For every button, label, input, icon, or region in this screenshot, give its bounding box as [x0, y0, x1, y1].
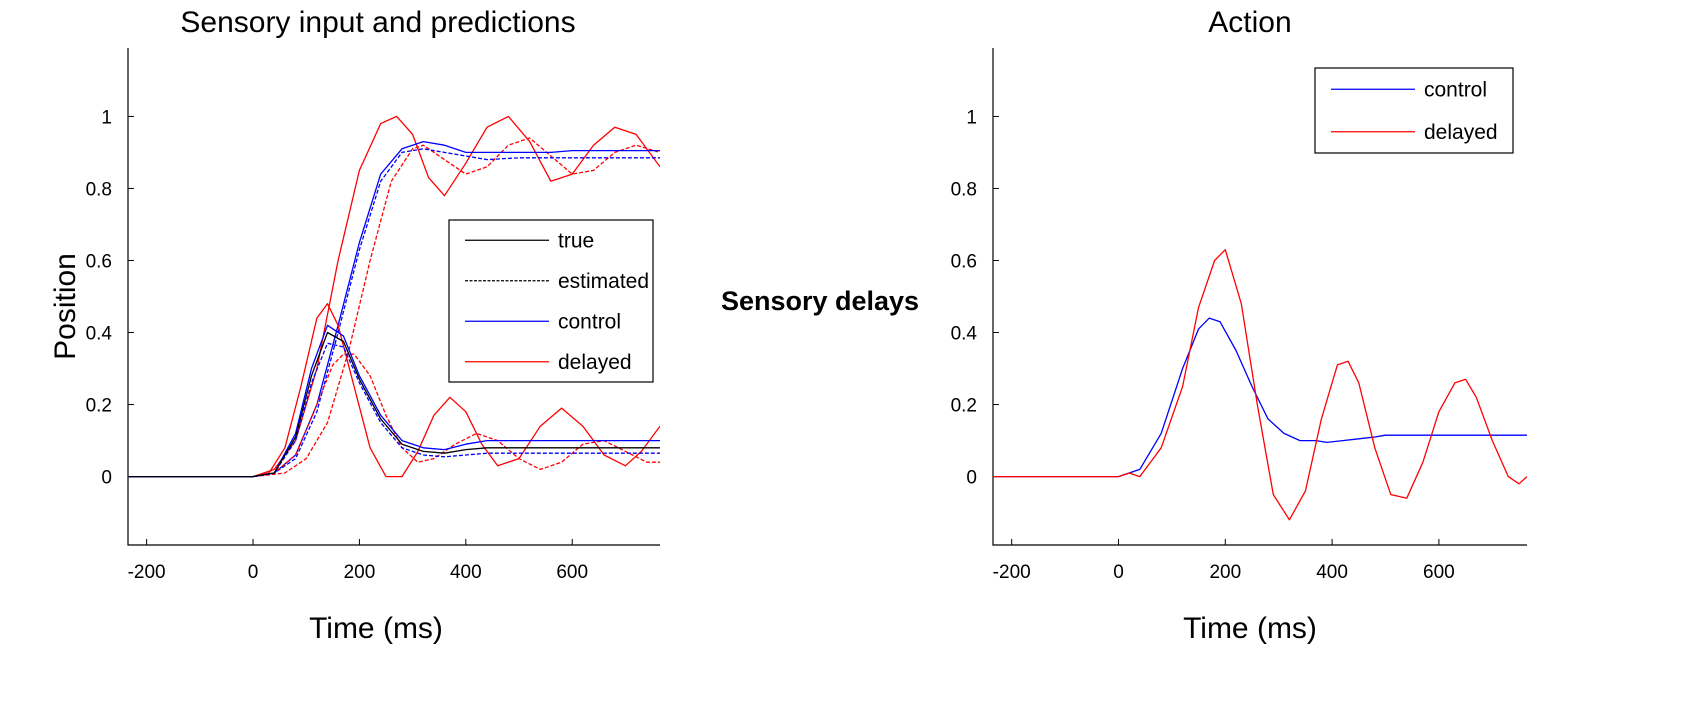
- y-tick-label: 0.8: [951, 179, 977, 200]
- axes-frame: [992, 48, 1527, 546]
- x-tick-label: 400: [1316, 562, 1348, 583]
- legend-box: [1314, 67, 1514, 154]
- series-group: [993, 249, 1527, 521]
- legend: true estimated control delayed: [448, 219, 654, 383]
- y-tick-label: 1: [966, 107, 977, 128]
- series-line-6: [128, 324, 660, 478]
- legend-label-control: control: [558, 310, 621, 333]
- y-tick-label: 0.2: [951, 396, 977, 417]
- x-axis-label: Time (ms): [309, 612, 443, 645]
- x-tick-label: 200: [1209, 562, 1241, 583]
- chart-title: Action: [1208, 6, 1291, 39]
- legend-label-delayed: delayed: [558, 351, 632, 374]
- series-line-4: [128, 303, 660, 478]
- series-line-0: [128, 115, 660, 478]
- chart-title: Sensory input and predictions: [180, 6, 575, 39]
- x-tick-label: 0: [248, 562, 259, 583]
- y-tick-label: 0.6: [86, 251, 112, 272]
- x-tick-label: -200: [993, 562, 1031, 583]
- legend-label-delayed: delayed: [1424, 121, 1498, 144]
- y-tick-label: 0.8: [86, 179, 112, 200]
- series-line-0: [993, 317, 1527, 478]
- x-tick-label: 600: [556, 562, 588, 583]
- x-axis-label: Time (ms): [1183, 612, 1317, 645]
- y-tick-label: 0.4: [86, 324, 113, 345]
- y-tick-label: 0.2: [86, 396, 112, 417]
- x-tick-label: 600: [1423, 562, 1455, 583]
- sensory-delays-label: Sensory delays: [721, 286, 919, 316]
- series-line-8: [128, 331, 660, 478]
- y-tick-label: 0: [101, 468, 112, 489]
- y-tick-label: 0: [966, 468, 977, 489]
- y-tick-label: 0.6: [951, 251, 977, 272]
- series-line-7: [128, 342, 660, 478]
- y-tick-label: 1: [101, 107, 112, 128]
- x-tick-label: 0: [1113, 562, 1124, 583]
- series-group: [128, 115, 660, 478]
- legend-label-control: control: [1424, 78, 1487, 101]
- y-axis-label: Position: [49, 253, 82, 360]
- series-line-1: [993, 249, 1527, 521]
- legend-label-estimated: estimated: [558, 270, 649, 293]
- y-tick-label: 0.4: [951, 324, 978, 345]
- legend-label-true: true: [558, 229, 594, 252]
- action-panel: -200 0 200 400 600 0 0.2 0.4 0.6 0.8 1 Action Time (…: [951, 6, 1527, 645]
- x-tick-label: -200: [128, 562, 166, 583]
- axes-frame: [127, 48, 660, 546]
- x-tick-label: 400: [450, 562, 482, 583]
- legend: control delayed: [1314, 67, 1514, 154]
- series-line-5: [128, 353, 660, 478]
- sensory-panel: -200 0 200 400 600 0 0.2 0.4 0.6 0.8 1 Sensory inpu…: [49, 6, 660, 645]
- series-line-1: [128, 137, 660, 478]
- x-tick-label: 200: [344, 562, 376, 583]
- legend-box: [448, 219, 654, 383]
